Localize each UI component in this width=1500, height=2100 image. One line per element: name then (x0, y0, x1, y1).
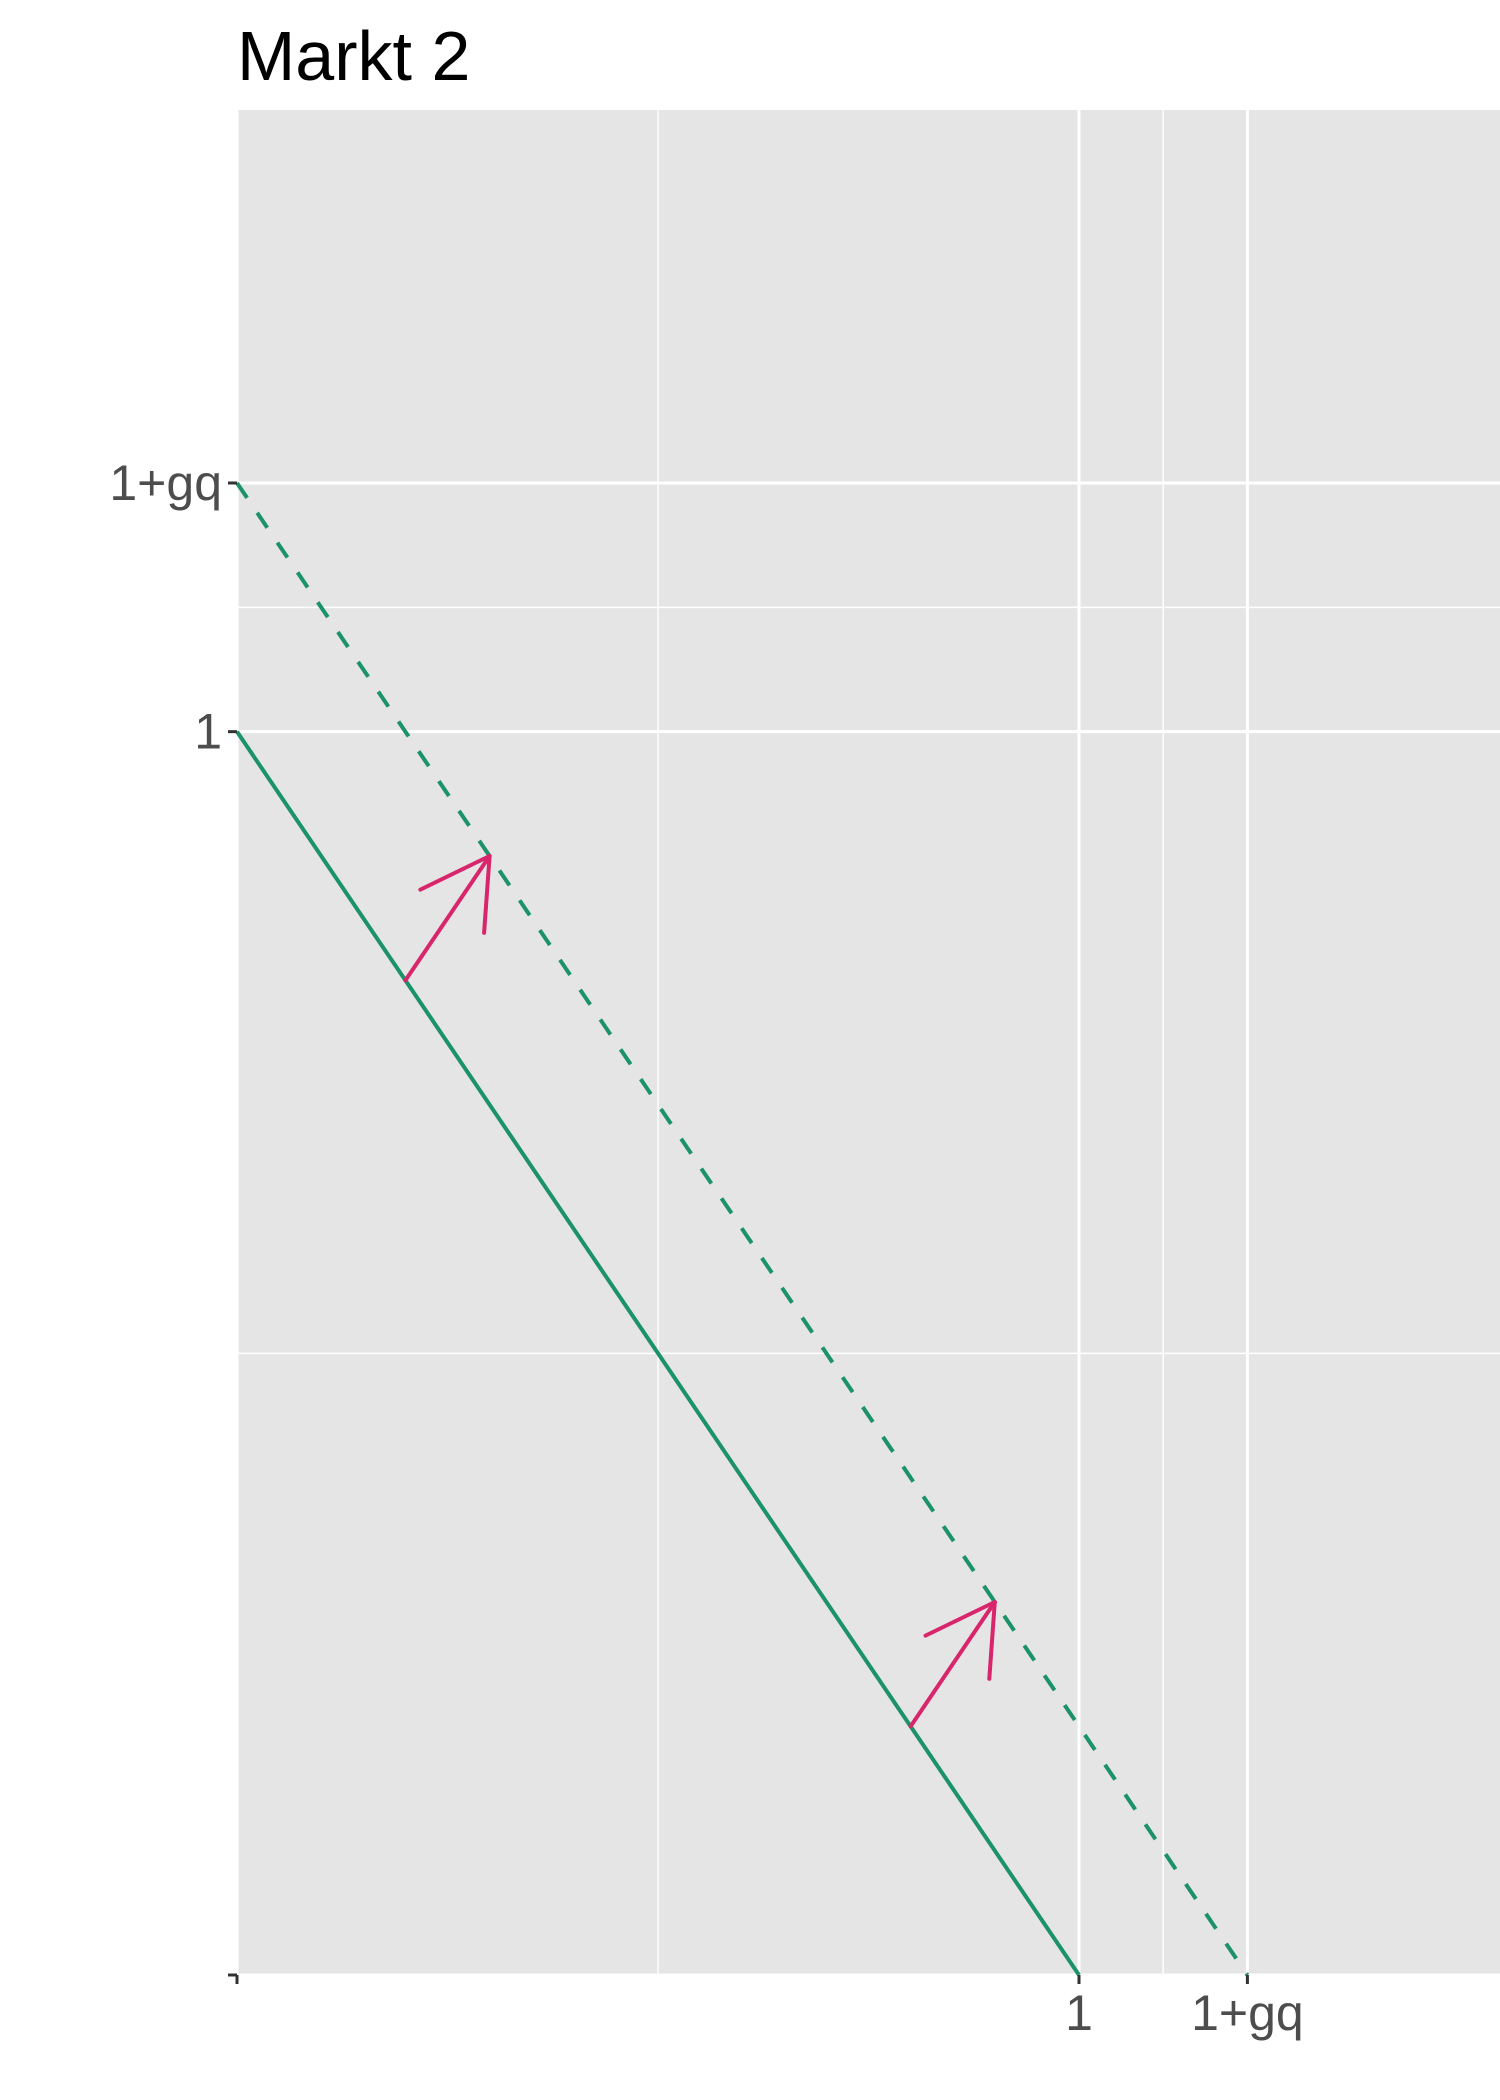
chart-title: Markt 2 (237, 17, 470, 95)
arrow-shaft (908, 1600, 997, 1729)
y-axis: 1 1+gq (109, 455, 237, 1977)
x-tick-label: 1 (1065, 1985, 1093, 2041)
x-axis: 1 1+gq (235, 1975, 1304, 2041)
arrow-head-right (418, 854, 492, 892)
arrow-head-left (482, 854, 492, 935)
major-grid (235, 110, 1500, 1977)
x-tick-label: 1+gq (1191, 1985, 1304, 2041)
y-tick-label: 1+gq (109, 455, 222, 511)
series-line-solid (235, 730, 1081, 1977)
y-tick-label: 1 (194, 704, 222, 760)
arrow-layer (403, 854, 997, 1729)
shift-arrow (908, 1600, 997, 1729)
series-layer (235, 481, 1250, 1977)
arrow-head-right (923, 1600, 997, 1638)
shift-arrow (403, 854, 492, 983)
plot-panel (237, 110, 1500, 1975)
minor-grid (237, 110, 1500, 1975)
arrow-head-left (987, 1600, 997, 1681)
arrow-shaft (403, 854, 492, 983)
series-line-dashed (235, 481, 1250, 1977)
